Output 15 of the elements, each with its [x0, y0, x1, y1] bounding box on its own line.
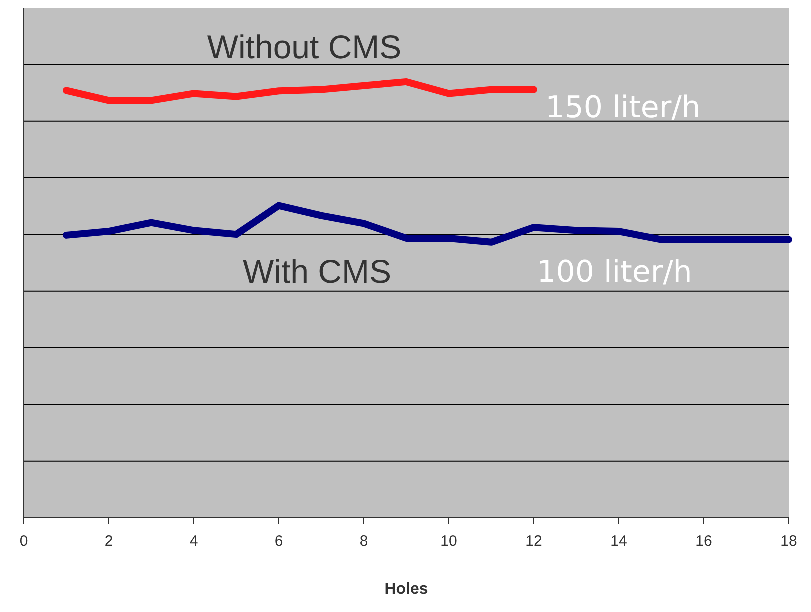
annotation: 100 liter/h — [537, 255, 692, 290]
annotation: 150 liter/h — [546, 90, 701, 126]
x-tick-label: 14 — [610, 533, 628, 550]
x-axis-title: Holes — [384, 581, 428, 598]
x-tick-label: 12 — [526, 533, 542, 550]
x-tick-label: 8 — [360, 533, 368, 550]
x-tick-label: 6 — [274, 533, 284, 550]
x-tick-label: 10 — [440, 533, 458, 550]
x-tick-label: 2 — [104, 533, 114, 550]
x-tick-label: 16 — [696, 533, 712, 550]
text: Without CMS — [207, 28, 402, 66]
x-tick-label: 0 — [20, 533, 28, 550]
annotation: With CMS — [243, 253, 392, 290]
x-tick-label: 18 — [780, 533, 798, 550]
x-tick-label: 4 — [190, 533, 198, 550]
